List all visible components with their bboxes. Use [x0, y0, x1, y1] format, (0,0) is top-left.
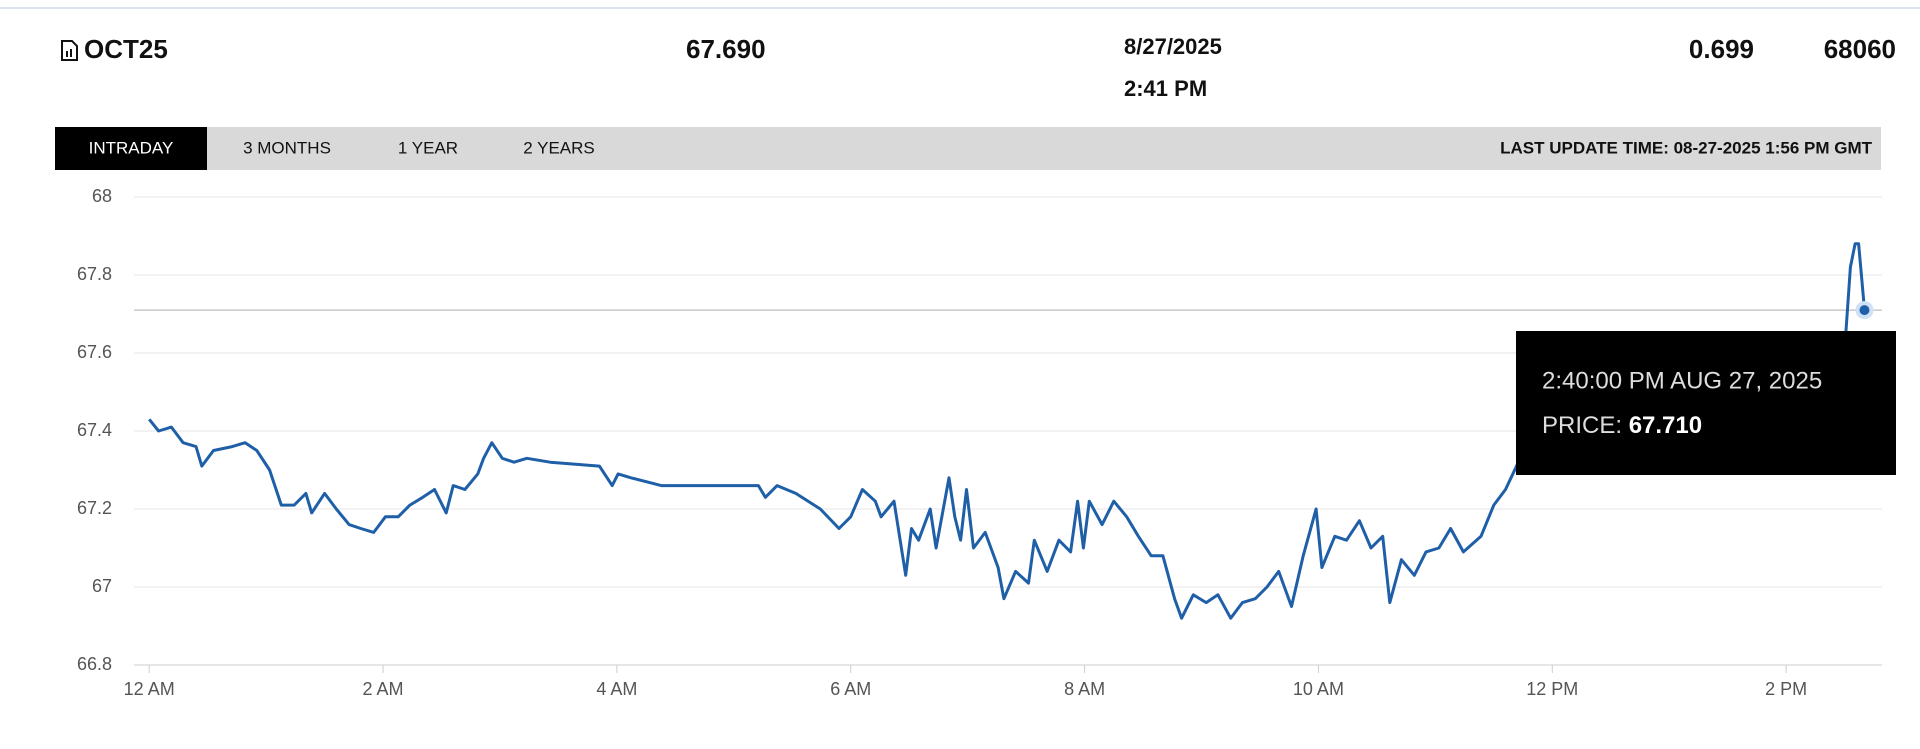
x-tick-label: 8 AM [1064, 679, 1105, 699]
y-tick-label: 67 [92, 576, 112, 596]
y-tick-label: 67.8 [77, 264, 112, 284]
tooltip-time: 2:40:00 PM AUG 27, 2025 [1542, 367, 1822, 394]
change: 0.699 [1689, 34, 1754, 64]
tooltip-price: PRICE: 67.710 [1542, 412, 1702, 439]
date: 8/27/2025 [1124, 34, 1222, 59]
y-tick-label: 67.4 [77, 420, 112, 440]
x-tick-label: 6 AM [830, 679, 871, 699]
tab-bar [55, 127, 1881, 170]
tab[interactable]: 1 YEAR [398, 138, 458, 157]
y-tick-label: 66.8 [77, 654, 112, 674]
tab[interactable]: 2 YEARS [523, 138, 595, 157]
tab[interactable]: 3 MONTHS [243, 138, 331, 157]
time: 2:41 PM [1124, 76, 1207, 101]
y-tick-label: 67.2 [77, 498, 112, 518]
tooltip-price-label: PRICE: [1542, 412, 1622, 439]
volume: 68060 [1824, 34, 1896, 64]
tab[interactable]: INTRADAY [89, 138, 174, 157]
tooltip-price-value: 67.710 [1629, 412, 1702, 439]
y-tick-label: 68 [92, 186, 112, 206]
last-price: 67.690 [686, 34, 766, 64]
x-tick-label: 12 PM [1526, 679, 1578, 699]
last-update: LAST UPDATE TIME: 08-27-2025 1:56 PM GMT [1500, 138, 1872, 157]
x-tick-label: 12 AM [124, 679, 175, 699]
price-line [148, 242, 1866, 620]
x-tick-label: 4 AM [596, 679, 637, 699]
tooltip [1516, 331, 1896, 475]
symbol: OCT25 [84, 34, 168, 64]
hover-point [1855, 301, 1874, 320]
active-tab[interactable] [55, 127, 207, 170]
x-tick-label: 2 AM [363, 679, 404, 699]
x-tick-label: 2 PM [1765, 679, 1807, 699]
y-tick-label: 67.6 [77, 342, 112, 362]
x-tick-label: 10 AM [1293, 679, 1344, 699]
doc-icon [61, 40, 78, 61]
